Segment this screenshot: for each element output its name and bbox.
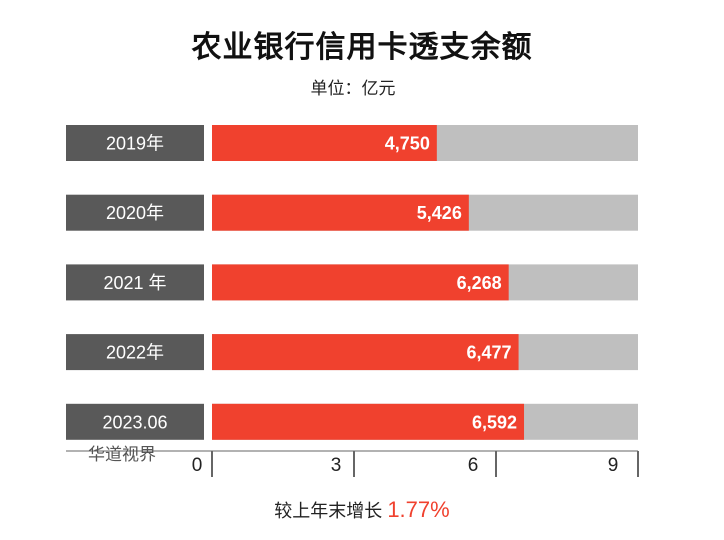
category-label: 2022年 [106, 343, 164, 363]
category-box [66, 334, 204, 371]
category-label: 2023.06 [102, 412, 167, 432]
bar [212, 403, 525, 440]
data-label: 6,268 [457, 273, 502, 293]
category-label: 2020年 [106, 203, 164, 223]
x-tick-label: 0 [192, 455, 203, 476]
data-label: 4,750 [385, 134, 430, 154]
growth-footnote: 较上年末增长 1.77% [0, 497, 724, 523]
watermark-text: 华道视界 [88, 445, 156, 464]
category-box [66, 264, 204, 301]
data-label: 5,426 [417, 203, 462, 223]
category-label: 2021 年 [103, 273, 166, 293]
category-label: 2019年 [106, 134, 164, 154]
chart-title: 农业银行信用卡透支余额 [191, 31, 533, 64]
data-label: 6,592 [472, 412, 517, 432]
category-box [66, 125, 204, 161]
bar [212, 264, 509, 301]
unit-label: 单位：亿元 [310, 79, 396, 98]
category-box [66, 194, 204, 231]
category-box [66, 403, 204, 440]
bar [212, 125, 437, 161]
bar [212, 194, 469, 231]
x-tick-label: 6 [468, 455, 479, 476]
x-tick-label: 9 [608, 455, 619, 476]
data-label: 6,477 [467, 343, 512, 363]
bar [212, 334, 519, 371]
growth-value: 1.77% [387, 497, 450, 522]
x-tick-label: 3 [331, 455, 342, 476]
growth-label: 较上年末增长 [274, 501, 383, 521]
